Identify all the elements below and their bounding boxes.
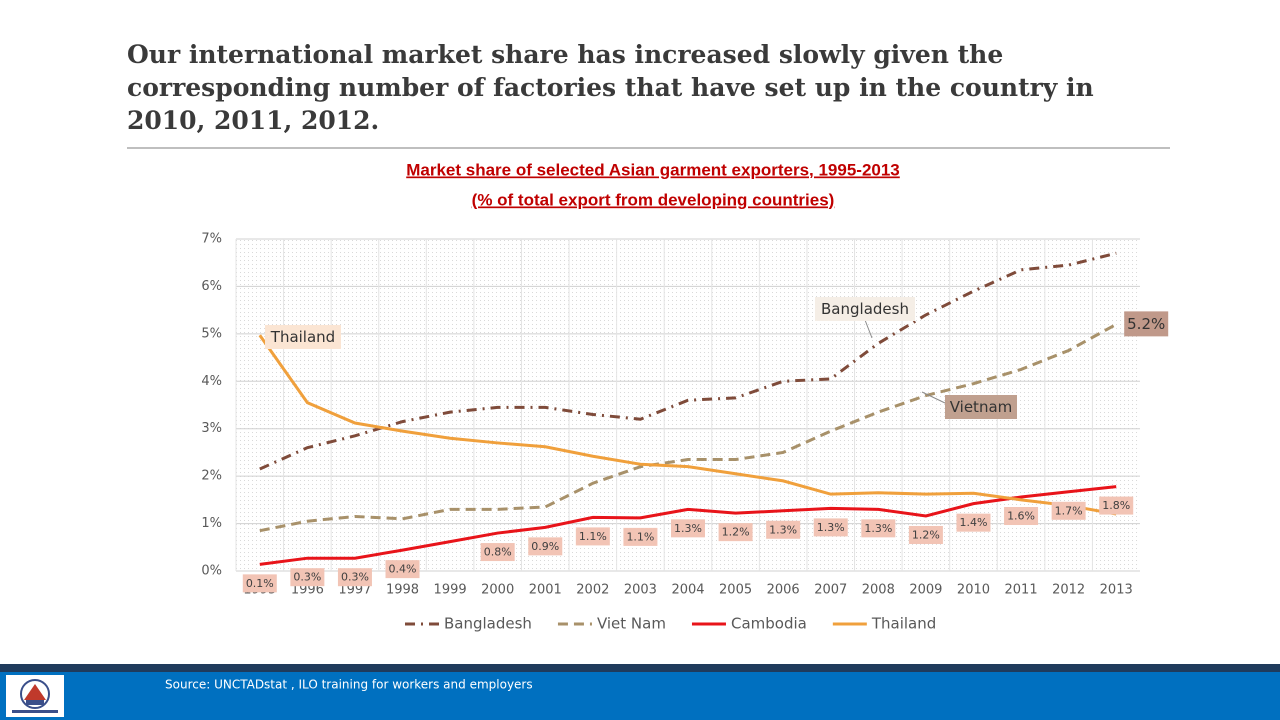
x-tick-label: 2009 bbox=[909, 583, 942, 598]
x-tick-label: 2010 bbox=[957, 583, 990, 598]
data-label: 0.1% bbox=[246, 577, 274, 590]
data-label-box bbox=[528, 537, 563, 556]
heading: Our international market share has incre… bbox=[127, 40, 1094, 135]
legend-label: Bangladesh bbox=[444, 615, 532, 633]
callout: Thailand bbox=[270, 328, 335, 346]
data-label-box bbox=[671, 519, 705, 538]
data-label-box bbox=[385, 560, 420, 579]
x-tick-label: 1999 bbox=[434, 583, 467, 598]
data-label-box bbox=[242, 574, 277, 593]
series-line bbox=[258, 334, 1117, 516]
data-label-box bbox=[1004, 507, 1039, 526]
callout-leader bbox=[921, 391, 946, 404]
y-tick-label: 7% bbox=[201, 232, 222, 247]
data-label: 1.1% bbox=[626, 530, 654, 543]
callout-box bbox=[265, 325, 341, 349]
x-tick-label: 2004 bbox=[671, 583, 704, 598]
data-label-box bbox=[766, 520, 801, 539]
data-label: 0.3% bbox=[293, 571, 321, 584]
y-tick-label: 5% bbox=[201, 326, 222, 341]
data-label-box bbox=[623, 527, 658, 546]
x-tick-label: 2001 bbox=[529, 583, 562, 598]
footer-band bbox=[0, 672, 1280, 720]
data-label-box bbox=[1099, 496, 1134, 515]
x-tick-label: 2008 bbox=[862, 583, 895, 598]
data-label: 1.6% bbox=[1007, 510, 1035, 523]
callout-leader bbox=[864, 319, 873, 339]
data-label: 1.3% bbox=[864, 522, 892, 535]
x-tick-label: 2011 bbox=[1005, 583, 1038, 598]
data-label-box bbox=[813, 518, 848, 537]
callout: Bangladesh bbox=[821, 300, 909, 318]
chart-title: Market share of selected Asian garment e… bbox=[406, 160, 900, 179]
data-label: 5.2% bbox=[1127, 315, 1165, 333]
x-tick-label: 2006 bbox=[767, 583, 800, 598]
series-line bbox=[259, 485, 1117, 566]
data-label: 1.3% bbox=[674, 522, 702, 535]
x-tick-label: 2005 bbox=[719, 583, 752, 598]
y-tick-label: 2% bbox=[201, 469, 222, 484]
footer-strip bbox=[0, 664, 1280, 672]
data-label: 1.1% bbox=[579, 530, 607, 543]
x-tick-label: 2003 bbox=[624, 583, 657, 598]
legend-label: Cambodia bbox=[731, 615, 807, 633]
data-label: 1.4% bbox=[959, 516, 987, 529]
x-tick-label: 1996 bbox=[291, 583, 324, 598]
y-tick-label: 1% bbox=[201, 516, 222, 531]
y-tick-label: 6% bbox=[201, 279, 222, 294]
x-tick-label: 2002 bbox=[576, 583, 609, 598]
series-line bbox=[259, 323, 1117, 533]
callout-box bbox=[815, 297, 915, 321]
callout: Vietnam bbox=[950, 398, 1013, 416]
data-label: 0.9% bbox=[531, 540, 559, 553]
data-label: 0.8% bbox=[484, 546, 512, 559]
callout-box bbox=[945, 395, 1017, 419]
data-label-box bbox=[1124, 311, 1169, 337]
legend-label: Viet Nam bbox=[597, 615, 666, 633]
data-label-box bbox=[861, 519, 896, 538]
data-label: 1.3% bbox=[817, 521, 845, 534]
x-tick-label: 2000 bbox=[481, 583, 514, 598]
data-label: 1.2% bbox=[722, 526, 750, 539]
y-tick-label: 3% bbox=[201, 421, 222, 436]
data-label-box bbox=[1051, 501, 1086, 520]
x-tick-label: 2013 bbox=[1100, 583, 1133, 598]
data-label-box bbox=[480, 543, 515, 562]
x-tick-label: 2012 bbox=[1052, 583, 1085, 598]
data-label-box bbox=[908, 525, 943, 544]
data-label: 1.3% bbox=[769, 523, 797, 536]
data-label-box bbox=[718, 523, 753, 542]
x-tick-label: 1997 bbox=[338, 583, 371, 598]
y-tick-label: 0% bbox=[201, 564, 222, 579]
x-tick-label: 2007 bbox=[814, 583, 847, 598]
data-label-box bbox=[337, 568, 372, 587]
legend-label: Thailand bbox=[871, 615, 936, 633]
data-label: 0.3% bbox=[341, 571, 369, 584]
data-label: 1.8% bbox=[1102, 499, 1130, 512]
data-label: 1.7% bbox=[1055, 504, 1083, 517]
data-label-box bbox=[956, 513, 991, 532]
x-tick-label: 1998 bbox=[386, 583, 419, 598]
source: Source: UNCTADstat , ILO training for wo… bbox=[165, 678, 533, 692]
data-label: 1.2% bbox=[912, 528, 940, 541]
data-label-box bbox=[575, 527, 610, 546]
y-tick-label: 4% bbox=[201, 374, 222, 389]
data-label: 0.4% bbox=[389, 563, 417, 576]
data-label-box bbox=[290, 568, 325, 587]
series-line bbox=[259, 251, 1117, 471]
logo bbox=[6, 675, 64, 717]
chart-subtitle: (% of total export from developing count… bbox=[472, 190, 835, 209]
